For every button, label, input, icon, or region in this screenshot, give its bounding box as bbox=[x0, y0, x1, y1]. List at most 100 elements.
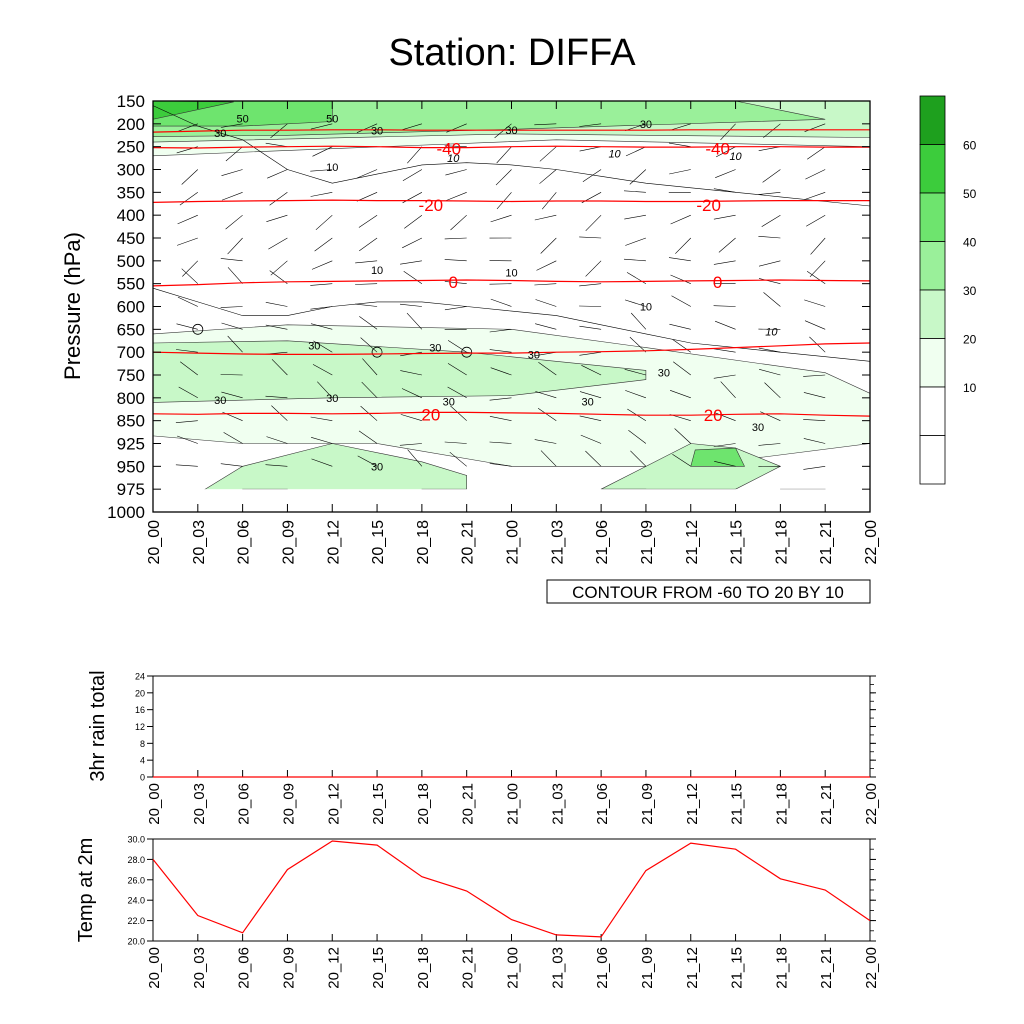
wind-barb bbox=[407, 146, 423, 164]
isotherm-label: -20 bbox=[696, 196, 721, 215]
wind-barb bbox=[629, 169, 647, 185]
wind-barb bbox=[220, 258, 243, 262]
wind-barb bbox=[180, 361, 198, 376]
isotherm-line bbox=[152, 279, 871, 287]
isotherm-label: 20 bbox=[704, 406, 723, 425]
temp-series-line bbox=[152, 840, 871, 938]
x-tick-label: 21_12 bbox=[684, 947, 701, 989]
x-tick-label: 22_00 bbox=[863, 947, 880, 989]
wind-barb bbox=[490, 298, 512, 307]
pressure-axis: 1502002503003504004505005506006507007508… bbox=[107, 92, 870, 522]
contour-label: 30 bbox=[371, 126, 383, 138]
pressure-tick-label: 1000 bbox=[107, 503, 145, 522]
contour-label: 30 bbox=[443, 396, 455, 408]
wind-barb bbox=[310, 283, 333, 286]
wind-barb bbox=[176, 237, 198, 246]
wind-barb bbox=[803, 466, 826, 470]
wind-barb bbox=[718, 237, 736, 253]
wind-barb bbox=[360, 337, 378, 353]
time-tick-label: 20_18 bbox=[415, 520, 432, 565]
wind-barb bbox=[713, 260, 736, 265]
wind-barb bbox=[221, 322, 243, 330]
wind-barb bbox=[490, 367, 512, 376]
contour-label: 10 bbox=[505, 267, 517, 279]
pressure-tick-label: 450 bbox=[117, 229, 145, 248]
time-tick-label: 20_12 bbox=[325, 520, 342, 565]
contour-label: 30 bbox=[582, 396, 594, 408]
wind-barb bbox=[623, 258, 646, 262]
wind-barb bbox=[176, 435, 198, 444]
wind-barb bbox=[669, 123, 691, 131]
y-tick-label: 20 bbox=[135, 688, 145, 698]
contour-label: 10 bbox=[640, 302, 652, 314]
wind-barb bbox=[444, 441, 467, 444]
wind-barb bbox=[671, 295, 691, 307]
isotherm-line bbox=[152, 411, 871, 417]
wind-barb bbox=[450, 214, 467, 231]
pressure-tick-label: 400 bbox=[117, 206, 145, 225]
wind-barb bbox=[761, 214, 781, 227]
wind-barb bbox=[758, 260, 781, 267]
wind-barb bbox=[759, 369, 781, 376]
wind-barb bbox=[762, 169, 781, 183]
x-tick-label: 21_21 bbox=[818, 783, 835, 825]
wind-barb bbox=[540, 237, 557, 254]
pressure-axis-label: Pressure (hPa) bbox=[60, 232, 85, 380]
pressure-tick-label: 650 bbox=[117, 320, 145, 339]
wind-barb bbox=[358, 430, 378, 444]
wind-barb bbox=[670, 214, 691, 225]
colorbar-swatch bbox=[919, 289, 946, 339]
temp-panel: 20.0 22.0 24.0 26.0 28.0 30.0 20_00 20_03 20_06… bbox=[75, 835, 880, 989]
isoline bbox=[152, 287, 871, 362]
x-tick-label: 22_00 bbox=[863, 783, 880, 825]
wind-barb bbox=[310, 416, 333, 421]
time-tick-label: 21_00 bbox=[505, 520, 522, 565]
wind-barb bbox=[668, 142, 691, 147]
wind-barb bbox=[447, 363, 467, 376]
colorbar-swatch bbox=[919, 435, 946, 485]
wind-barb bbox=[585, 214, 602, 232]
isotherm-label: -40 bbox=[705, 139, 730, 158]
wind-barb bbox=[758, 192, 781, 195]
wind-barb bbox=[758, 236, 781, 239]
pressure-tick-label: 550 bbox=[117, 275, 145, 294]
wind-barb bbox=[268, 237, 288, 250]
x-tick-label: 21_06 bbox=[594, 783, 611, 825]
wind-barb bbox=[176, 323, 198, 330]
wind-barb bbox=[220, 374, 243, 376]
x-tick-label: 20_06 bbox=[236, 947, 253, 989]
wind-barb bbox=[312, 364, 333, 376]
wind-barb bbox=[310, 123, 333, 130]
y-tick-label: 0 bbox=[140, 773, 145, 783]
wind-barb bbox=[668, 257, 691, 262]
x-tick-label: 21_06 bbox=[594, 947, 611, 989]
wind-barb bbox=[359, 237, 378, 252]
wind-barb bbox=[496, 146, 512, 164]
pressure-tick-label: 750 bbox=[117, 366, 145, 385]
wind-barb bbox=[265, 302, 288, 307]
y-tick-label: 26.0 bbox=[127, 875, 145, 885]
wind-barb bbox=[535, 323, 557, 330]
wind-barb bbox=[804, 192, 826, 200]
wind-barb bbox=[269, 192, 288, 206]
contour-label: 30 bbox=[429, 343, 441, 355]
wind-barb bbox=[585, 450, 602, 467]
wind-barb bbox=[317, 381, 333, 399]
wind-barb bbox=[356, 192, 378, 202]
wind-barb bbox=[407, 449, 423, 467]
wind-barb bbox=[402, 237, 423, 249]
wind-barb bbox=[537, 408, 557, 421]
contour-label: 30 bbox=[505, 125, 517, 137]
colorbar-label: 30 bbox=[963, 284, 977, 298]
wind-barb bbox=[406, 312, 423, 330]
isotherm-label: -20 bbox=[419, 196, 444, 215]
calm-circle bbox=[461, 346, 473, 358]
wind-barb bbox=[313, 340, 333, 353]
calm-circle bbox=[371, 346, 383, 358]
wind-barb bbox=[675, 237, 692, 254]
wind-barb bbox=[404, 214, 423, 229]
temp-time-axis: 20_00 20_03 20_06 20_09 20_12 20_15 20_18 20_21… bbox=[146, 934, 880, 989]
wind-barb bbox=[535, 391, 557, 399]
isotherm-line bbox=[152, 199, 870, 203]
wind-barb bbox=[400, 414, 422, 421]
